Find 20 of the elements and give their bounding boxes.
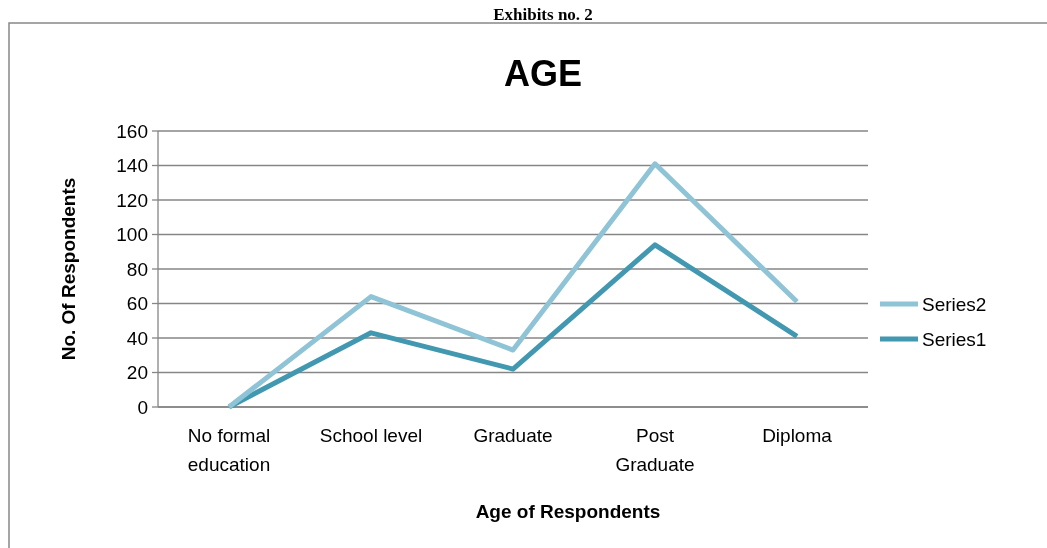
x-tick-label: School level [319, 425, 423, 446]
x-axis-title: Age of Respondents [475, 501, 661, 522]
y-axis-title: No. Of Respondents [58, 177, 79, 361]
x-tick-label: Graduate [473, 425, 553, 446]
x-tick-label: Diploma [762, 425, 833, 446]
y-tick-label: 120 [116, 189, 148, 211]
chart-title: AGE [503, 53, 583, 94]
y-tick-label: 20 [126, 362, 148, 384]
y-tick-label: 0 [137, 396, 148, 418]
x-tick-label: No formal education [187, 425, 271, 475]
y-tick-label: 60 [126, 293, 148, 315]
text: Exhibits no. 2 [493, 5, 593, 24]
y-tick-label: 140 [116, 155, 148, 177]
legend-label: Series1 [922, 328, 987, 350]
y-tick-label: 160 [116, 120, 148, 142]
y-tick-label: 100 [116, 224, 148, 246]
y-tick-label: 40 [126, 327, 148, 349]
x-tick-label: Post Graduate [615, 425, 695, 475]
legend-label: Series2 [922, 293, 987, 315]
y-tick-label: 80 [126, 258, 148, 280]
